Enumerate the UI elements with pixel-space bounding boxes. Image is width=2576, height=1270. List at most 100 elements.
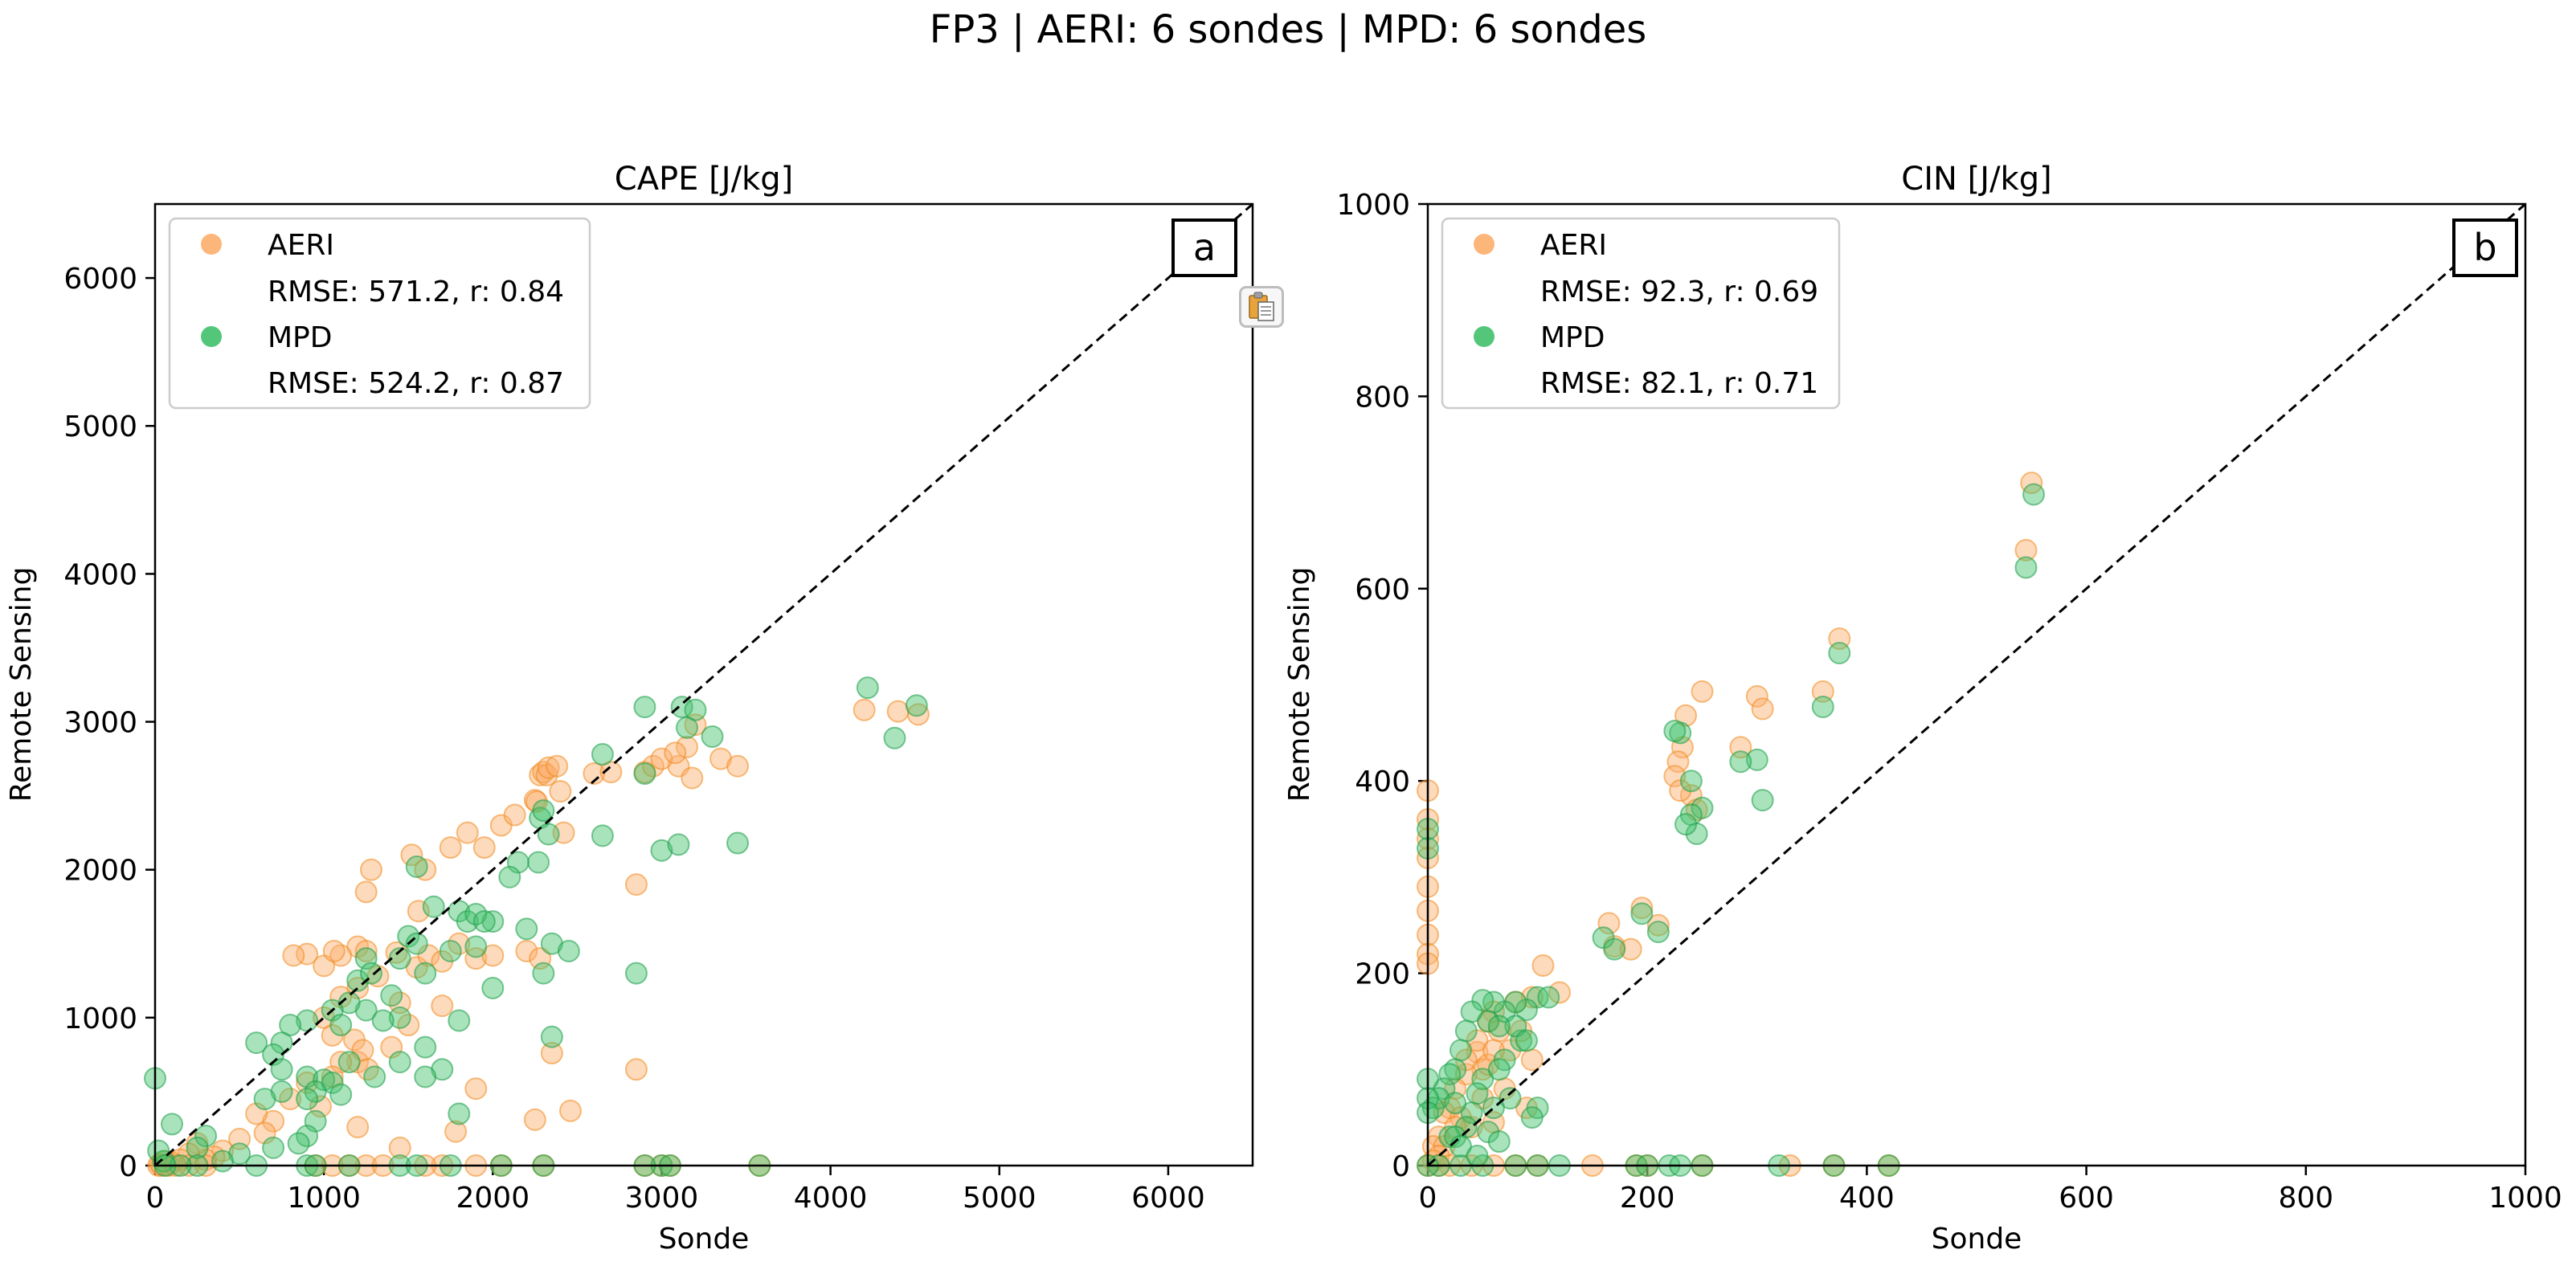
cape-aeri-point: [456, 821, 479, 844]
cape-x-axis-label: Sonde: [659, 1223, 750, 1256]
cin-legend-aeri-stats: RMSE: 92.3, r: 0.69: [1540, 276, 1818, 308]
cin-mpd-point: [1466, 1082, 1489, 1105]
cin-aeri-point: [1666, 750, 1690, 774]
cape-mpd-point: [481, 977, 505, 1000]
cin-y-tick-label: 400: [1355, 766, 1410, 798]
cape-mpd-point: [856, 676, 879, 700]
cin-aeri-point: [1745, 684, 1768, 708]
cape-mpd-point: [498, 865, 521, 888]
cape-aeri-point: [354, 939, 378, 962]
cape-aeri-point: [906, 703, 930, 726]
cin-mpd-point: [1751, 789, 1774, 812]
cape-mpd-point: [537, 823, 560, 846]
cape-x-tick-label: 0: [146, 1182, 165, 1215]
cape-panel-title: CAPE [J/kg]: [615, 161, 793, 198]
cin-mpd-point: [1444, 1092, 1467, 1115]
cape-mpd-point: [296, 1088, 319, 1111]
cape-aeri-point: [282, 944, 305, 967]
clipboard-glyph: [1249, 292, 1274, 321]
cin-y-tick-label: 200: [1355, 958, 1410, 991]
cin-mpd-point: [1487, 1130, 1511, 1154]
cape-mpd-point: [448, 1009, 471, 1032]
cape-aeri-point: [583, 762, 606, 785]
cape-aeri-point: [503, 803, 526, 827]
cape-aeri-point: [309, 1095, 332, 1118]
cin-mpd-point: [1438, 1063, 1462, 1086]
cin-x-tick-label: 1000: [2488, 1182, 2562, 1215]
cape-y-tick-label: 5000: [63, 410, 137, 443]
cape-aeri-point: [537, 756, 560, 779]
cin-panel-letter-text: b: [2473, 226, 2496, 269]
cin-mpd-point: [1630, 902, 1654, 925]
cape-aeri-point: [886, 700, 910, 723]
cape-mpd-point: [363, 1065, 386, 1088]
cape-aeri-point: [431, 994, 454, 1018]
cape-aeri-point: [558, 1099, 582, 1122]
cin-aeri-point: [1597, 912, 1621, 935]
cin-panel-letter-box: [2452, 218, 2518, 277]
cape-mpd-point: [532, 799, 555, 823]
cape-aeri-point: [664, 741, 687, 765]
cin-legend-box: [1441, 217, 1841, 410]
cape-aeri-point: [464, 1077, 488, 1101]
cape-mpd-point: [667, 833, 690, 856]
cape-y-tick-label: 4000: [63, 558, 137, 591]
cape-points: [144, 676, 930, 1177]
clipboard-icon[interactable]: [1239, 286, 1284, 328]
cape-mpd-point: [313, 1068, 336, 1092]
cin-aeri-point: [1531, 954, 1555, 978]
cape-x-tick-label: 4000: [794, 1182, 868, 1215]
cin-mpd-point: [1471, 1068, 1494, 1091]
cape-aeri-point: [675, 735, 698, 758]
cape-aeri-point: [624, 1058, 648, 1081]
cape-mpd-point: [262, 1136, 285, 1159]
cin-y-tick-label: 600: [1355, 574, 1410, 606]
cin-mpd-point: [2022, 483, 2046, 506]
cin-mpd-point: [1679, 770, 1703, 793]
cin-aeri-point: [1619, 937, 1642, 961]
cin-y-axis-label: Remote Sensing: [1283, 567, 1316, 802]
cape-mpd-point: [414, 1035, 437, 1059]
cape-mpd-point: [354, 947, 378, 970]
cape-mpd-point: [448, 1102, 471, 1125]
cape-mpd-point: [532, 962, 555, 985]
cin-mpd-point: [1510, 1029, 1533, 1052]
cape-aeri-point: [464, 947, 488, 970]
cape-y-tick-label: 6000: [63, 263, 137, 296]
cin-mpd-point: [2014, 556, 2038, 579]
cin-mpd-point: [1487, 1015, 1511, 1038]
cape-plot-frame: [153, 202, 1254, 1167]
cin-mpd-point: [1460, 1000, 1483, 1023]
cin-legend-mpd-marker: [1474, 326, 1494, 347]
cin-aeri-point: [1630, 896, 1654, 920]
cape-legend-aeri-label: AERI: [268, 229, 334, 262]
cin-y-tick-label: 1000: [1336, 189, 1410, 222]
cin-legend-mpd-label: MPD: [1540, 321, 1605, 354]
cin-mpd-point: [1466, 1145, 1489, 1168]
cape-aeri-point: [549, 780, 572, 803]
cape-mpd-point: [346, 969, 370, 992]
cape-mpd-point: [245, 1031, 268, 1055]
cape-aeri-point: [546, 754, 569, 778]
cape-mpd-point: [359, 962, 382, 985]
cape-mpd-point: [591, 824, 614, 847]
cin-mpd-point: [1515, 1029, 1538, 1052]
cape-x-tick-label: 5000: [963, 1182, 1037, 1215]
cape-mpd-point: [329, 1014, 353, 1037]
cape-y-tick-label: 2000: [63, 855, 137, 888]
cin-mpd-point: [1674, 813, 1698, 836]
cape-mpd-point: [557, 939, 580, 962]
cape-mpd-point: [633, 696, 656, 719]
cape-x-tick-label: 6000: [1131, 1182, 1205, 1215]
cape-mpd-point: [388, 947, 411, 970]
cape-mpd-point: [624, 962, 648, 985]
cape-mpd-point: [883, 726, 906, 749]
cape-aeri-point: [296, 1071, 319, 1094]
cape-x-tick-label: 2000: [456, 1182, 530, 1215]
cin-x-axis-label: Sonde: [1932, 1223, 2022, 1256]
cape-aeri-point: [444, 1120, 468, 1143]
cape-aeri-point: [400, 843, 423, 867]
cin-mpd-point: [1729, 750, 1752, 774]
cape-aeri-point: [472, 836, 496, 860]
cape-panel-letter-text: a: [1193, 226, 1216, 269]
